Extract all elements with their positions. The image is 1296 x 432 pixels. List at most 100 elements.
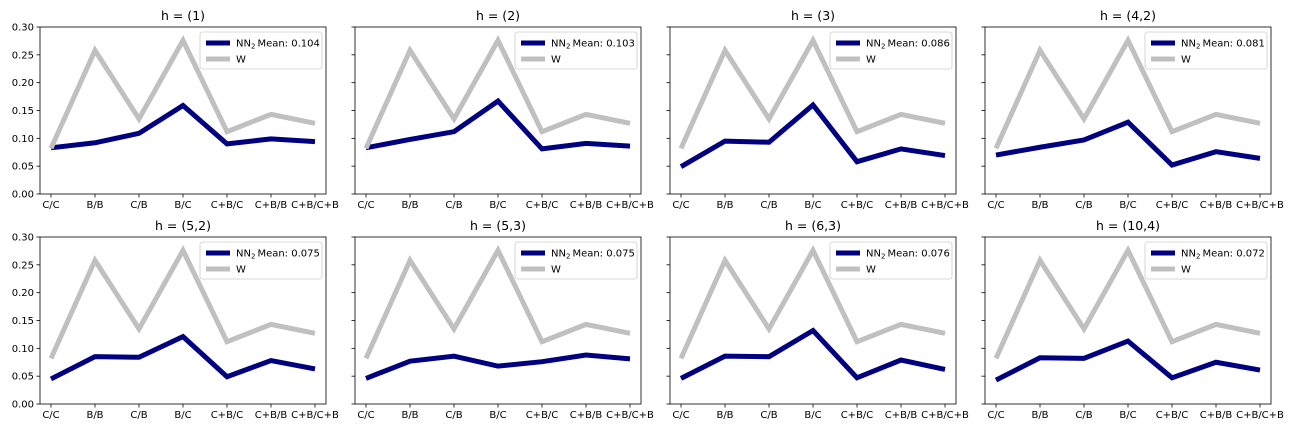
series-line-nn2 (679, 327, 946, 381)
x-tick-label: C+B/C (526, 200, 559, 211)
legend-box (1144, 31, 1268, 70)
legend-label-text: Mean: 0.075 (572, 249, 634, 260)
x-tick-label: C/B (130, 410, 147, 421)
y-tick-label: 0.10 (12, 134, 34, 145)
legend-label-text: Mean: 0.086 (887, 39, 949, 50)
subplot-3: h = (3) C/C B/B C/B B/C C+B/C C+B/B C+B/C+B NN2 M… (666, 8, 969, 211)
y-tick-label: 0.30 (12, 23, 34, 34)
legend-box (829, 31, 953, 70)
x-tick-label: C+B/C+B (921, 410, 969, 421)
legend-box (514, 31, 638, 70)
legend-label-text: Mean: 0.103 (572, 39, 634, 50)
legend-label-prefix: NN (1181, 39, 1196, 50)
legend-label-text: Mean: 0.076 (887, 249, 949, 260)
series-line-nn2 (365, 352, 631, 381)
legend-label: W (551, 265, 561, 276)
legend-label-text: Mean: 0.104 (257, 39, 319, 50)
legend-label: NN2 Mean: 0.103 (551, 39, 635, 51)
subplot-title: h = (4,2) (1100, 8, 1156, 23)
series-line-w (993, 244, 1261, 360)
legend-label-subscript: 2 (251, 253, 255, 261)
series-line-nn2 (995, 119, 1261, 168)
y-tick-label: 0.05 (12, 162, 34, 173)
x-tick-label: C/C (987, 200, 1004, 211)
subplot-6: h = (5,3) C/C B/B C/B B/C C+B/C C+B/B C+B/C+B NN… (351, 218, 654, 421)
legend-box (199, 31, 323, 70)
x-tick-label: C/C (357, 410, 374, 421)
x-tick-label: B/C (804, 200, 821, 211)
x-tick-label: C+B/C+B (1236, 200, 1284, 211)
x-tick-label: C+B/B (255, 410, 288, 421)
subplot-1: h = (1) 0.00 0.05 0.10 0.15 0.20 0.25 0.30 C/C B/… (12, 8, 339, 211)
legend-label: NN2 Mean: 0.076 (866, 249, 950, 261)
x-tick-label: C+B/C (841, 410, 874, 421)
legend-label-prefix: NN (551, 249, 566, 260)
x-tick-label: C+B/C+B (1236, 410, 1284, 421)
x-tick-label: C+B/B (1200, 200, 1233, 211)
y-tick-label: 0.10 (12, 344, 34, 355)
series-line-nn2 (679, 101, 946, 169)
x-tick-label: C/B (1075, 410, 1092, 421)
x-tick-label: C+B/C (1156, 200, 1189, 211)
legend-label: W (866, 55, 876, 66)
x-tick-label: C+B/B (570, 410, 603, 421)
x-tick-label: C+B/B (255, 200, 288, 211)
x-tick-label: C/B (760, 200, 777, 211)
x-tick-label: C/B (445, 200, 462, 211)
series-line-w (993, 34, 1261, 150)
legend-label: NN2 Mean: 0.086 (866, 39, 950, 51)
legend-label: W (866, 265, 876, 276)
x-tick-label: B/C (174, 410, 191, 421)
x-tick-label: C+B/C (526, 410, 559, 421)
x-tick-label: B/C (489, 410, 506, 421)
subplot-title: h = (1) (161, 8, 205, 23)
legend-label-subscript: 2 (251, 43, 255, 51)
legend-label-prefix: NN (551, 39, 566, 50)
x-tick-label: B/B (716, 200, 733, 211)
y-tick-label: 0.00 (12, 400, 34, 411)
x-tick-label: C+B/B (885, 200, 918, 211)
series-line-w (678, 34, 946, 150)
y-tick-label: 0.20 (12, 288, 34, 299)
legend-label: W (236, 265, 246, 276)
legend-label: W (236, 55, 246, 66)
legend-label: W (551, 55, 561, 66)
subplot-title: h = (6,3) (785, 218, 841, 233)
legend-label-subscript: 2 (1196, 253, 1200, 261)
series-line-w (363, 34, 631, 150)
legend-label-text: Mean: 0.072 (1202, 249, 1264, 260)
x-tick-label: C/B (1075, 200, 1092, 211)
x-tick-label: C+B/C+B (606, 410, 654, 421)
legend-label-prefix: NN (236, 39, 251, 50)
x-tick-label: C/C (42, 410, 59, 421)
subplot-7: h = (6,3) C/C B/B C/B B/C C+B/C C+B/B C+B/C+B NN… (666, 218, 969, 421)
x-tick-label: B/C (804, 410, 821, 421)
x-tick-label: B/B (401, 200, 418, 211)
subplot-title: h = (10,4) (1096, 218, 1160, 233)
x-tick-label: C+B/C (1156, 410, 1189, 421)
y-tick-label: 0.25 (12, 50, 34, 61)
x-tick-label: C+B/C+B (291, 410, 339, 421)
legend-label-text: Mean: 0.081 (1202, 39, 1264, 50)
x-tick-label: B/B (1031, 410, 1048, 421)
x-tick-label: C+B/C+B (291, 200, 339, 211)
legend-label-subscript: 2 (1196, 43, 1200, 51)
x-tick-label: B/B (86, 200, 103, 211)
series-line-w (48, 34, 316, 150)
x-tick-label: B/C (174, 200, 191, 211)
x-tick-label: C+B/B (1200, 410, 1233, 421)
legend-label-prefix: NN (1181, 249, 1196, 260)
legend-box (514, 241, 638, 280)
legend-label-subscript: 2 (881, 253, 885, 261)
y-tick-label: 0.00 (12, 190, 34, 201)
x-tick-label: B/B (1031, 200, 1048, 211)
subplot-title: h = (3) (791, 8, 835, 23)
x-tick-label: B/C (1119, 410, 1136, 421)
y-tick-label: 0.25 (12, 260, 34, 271)
y-tick-label: 0.15 (12, 316, 34, 327)
series-line-nn2 (365, 97, 631, 152)
subplot-2: h = (2) C/C B/B C/B B/C C+B/C C+B/B C+B/C+B NN2 M… (351, 8, 654, 211)
x-tick-label: C/B (445, 410, 462, 421)
x-tick-label: C/C (42, 200, 59, 211)
legend-label: W (1181, 265, 1191, 276)
